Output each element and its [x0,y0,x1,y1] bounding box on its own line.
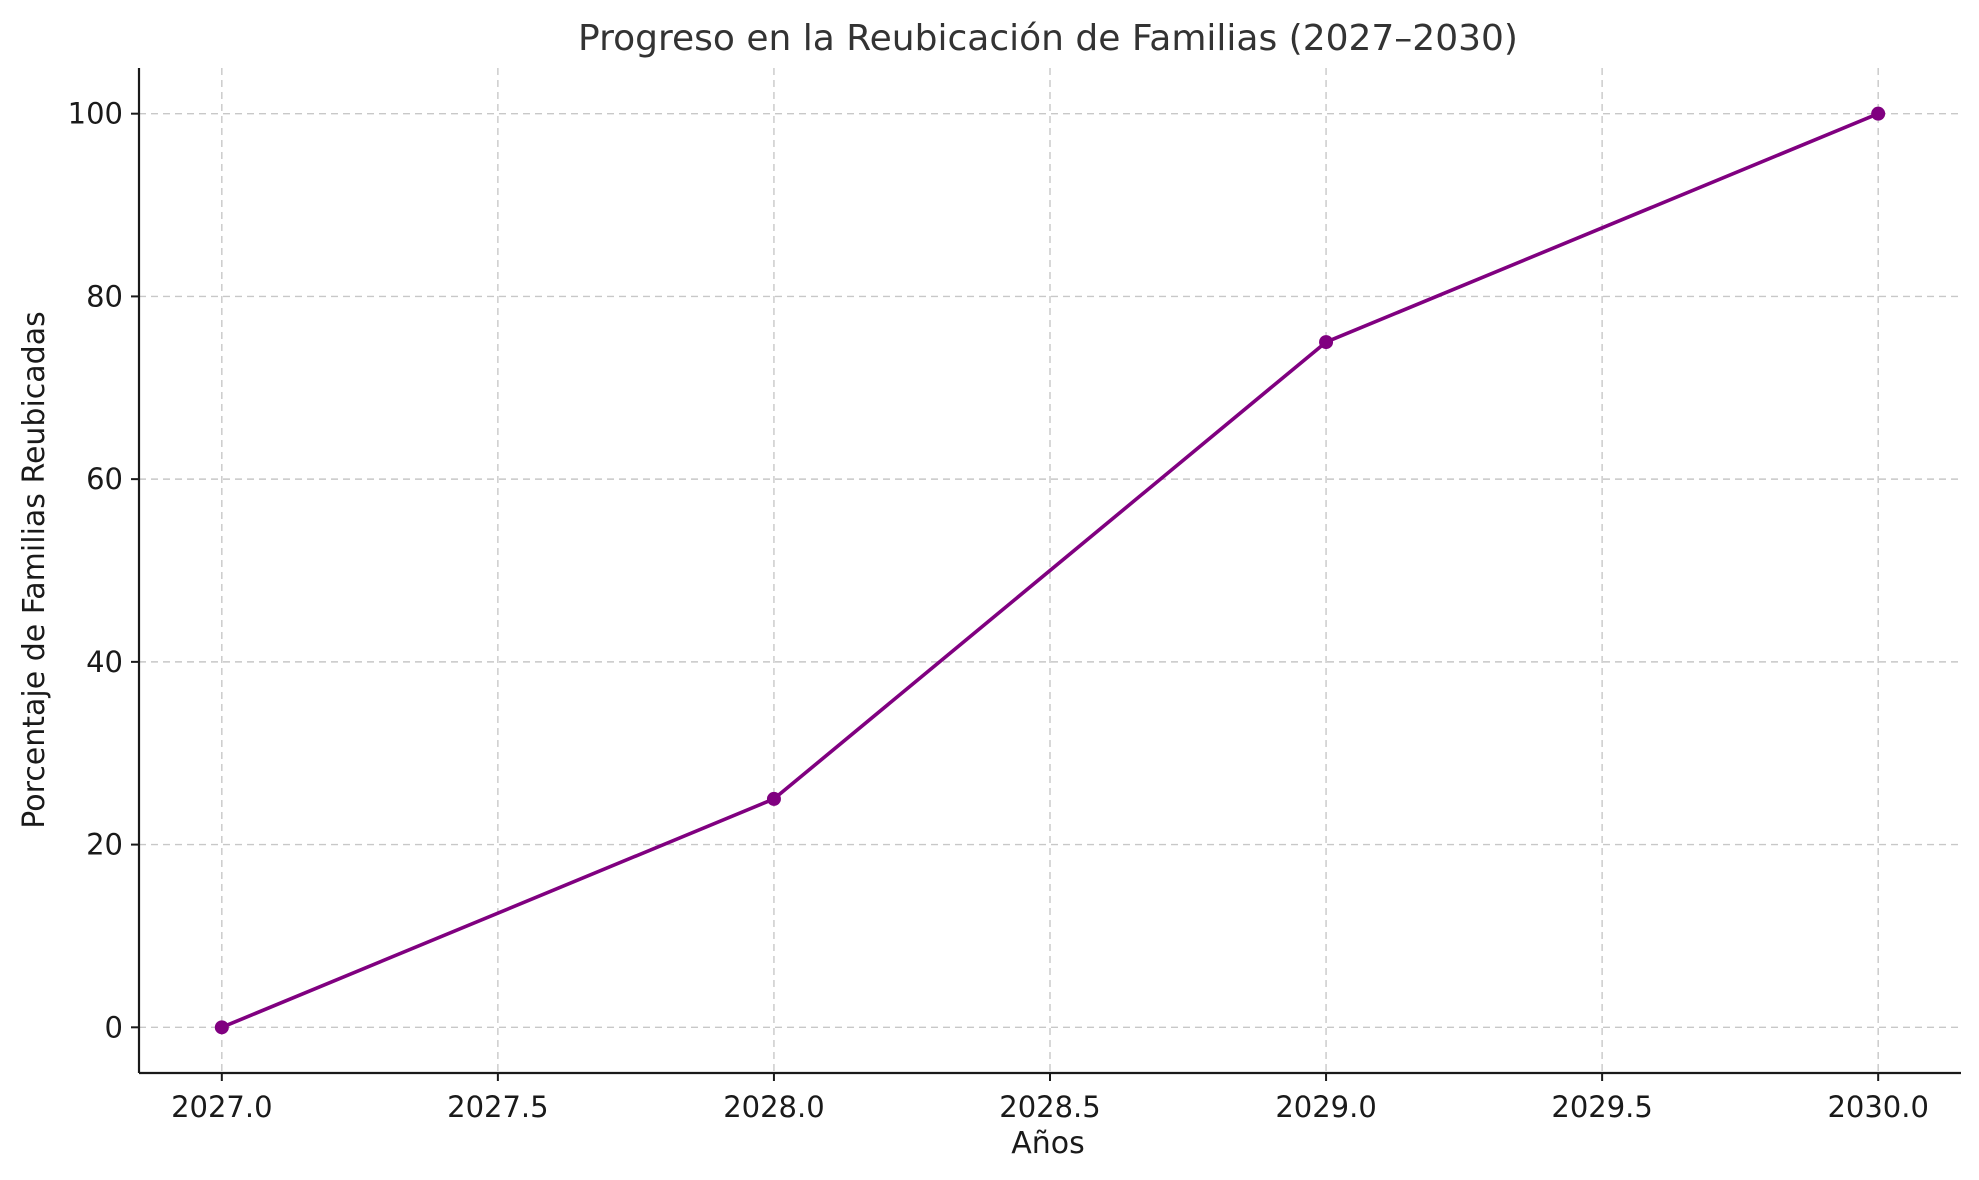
chart-title: Progreso en la Reubicación de Familias (… [578,18,1518,59]
series-line [220,111,1880,1030]
y-tick-label: 40 [86,645,123,679]
x-tick-label: 2027.0 [171,1090,272,1124]
grid [139,68,1961,1073]
data-point [1871,106,1886,121]
x-tick-label: 2030.0 [1827,1090,1928,1124]
axes: 2027.0 2027.5 2028.0 2028.5 2029.0 2029.5 2030… [68,68,1961,1124]
x-axis-title: Años [1011,1126,1085,1161]
labels: Progreso en la Reubicación de Familias (… [17,18,1518,1161]
x-tick-label: 2029.5 [1551,1090,1652,1124]
data-point [214,1020,229,1035]
x-tick-label: 2027.5 [447,1090,548,1124]
y-tick-label: 100 [68,97,123,131]
x-tick-label: 2028.0 [723,1090,824,1124]
y-tick-label: 0 [105,1010,123,1044]
data-point [1319,335,1334,350]
x-tick-label: 2029.0 [1275,1090,1376,1124]
x-tick-label: 2028.5 [999,1090,1100,1124]
y-tick-label: 20 [86,828,123,862]
series-layer [214,106,1886,1035]
y-axis-title: Porcentaje de Familias Reubicadas [17,311,52,828]
data-point [766,791,781,806]
y-tick-label: 80 [86,279,123,313]
y-tick-label: 60 [86,462,123,496]
